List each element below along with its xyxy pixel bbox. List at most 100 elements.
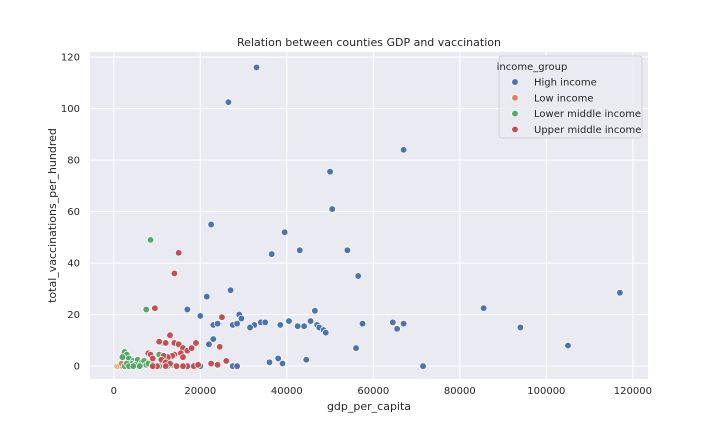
data-point: [354, 272, 362, 280]
data-point: [149, 362, 157, 370]
legend-label: Low income: [534, 93, 594, 104]
data-point: [175, 249, 183, 257]
x-tick-label: 80000: [444, 386, 476, 397]
data-point: [358, 319, 367, 328]
data-point: [322, 329, 330, 337]
data-point: [274, 354, 282, 363]
data-point: [479, 304, 488, 312]
data-point: [419, 362, 427, 370]
data-point: [170, 269, 178, 278]
data-point: [389, 318, 397, 327]
data-point: [172, 362, 181, 370]
data-point: [194, 361, 202, 369]
x-tick-label: 40000: [271, 386, 303, 397]
y-tick-label: 120: [61, 53, 80, 64]
data-point: [246, 323, 254, 332]
series-upper-middle-income: [144, 249, 230, 370]
data-point: [616, 289, 624, 297]
data-point: [209, 335, 217, 343]
data-point: [237, 314, 246, 323]
data-point: [166, 331, 174, 339]
data-point: [118, 353, 127, 361]
legend-title: income_group: [497, 62, 568, 73]
data-point: [516, 323, 525, 332]
x-axis-label: gdp_per_capita: [327, 400, 411, 413]
legend-label: Lower middle income: [534, 109, 641, 120]
y-tick-label: 0: [74, 362, 80, 373]
data-point: [188, 344, 196, 352]
legend-items: High income Low income Lower middle income…: [511, 78, 641, 136]
legend-label: Upper middle income: [534, 125, 641, 136]
x-tick-label: 100000: [527, 386, 565, 397]
data-point: [146, 236, 155, 244]
legend-marker: [511, 94, 519, 102]
data-point: [162, 362, 170, 370]
data-point: [162, 339, 170, 347]
data-point: [155, 338, 163, 346]
data-point: [296, 246, 304, 254]
y-tick-label: 20: [67, 310, 80, 321]
data-point: [207, 359, 215, 368]
legend-box: [498, 55, 643, 139]
data-point: [261, 318, 269, 327]
legend: income_group High income Low income Lower …: [497, 55, 643, 139]
data-point: [276, 321, 284, 329]
data-point: [196, 312, 204, 320]
data-point: [216, 343, 224, 351]
data-point: [142, 305, 150, 314]
x-tick-label: 0: [111, 386, 117, 397]
series-high-income: [183, 63, 624, 370]
y-tick-label: 80: [67, 156, 80, 167]
data-point: [203, 292, 211, 301]
data-point: [252, 63, 261, 72]
data-point: [265, 358, 274, 366]
data-point: [268, 250, 276, 258]
data-point: [293, 322, 302, 330]
data-point: [136, 362, 144, 370]
legend-label: High income: [534, 78, 597, 89]
data-point: [285, 317, 293, 325]
data-point: [183, 305, 191, 314]
data-point: [564, 341, 572, 350]
data-point: [278, 359, 287, 368]
y-tick-labels: 0 20 40 60 80 100 120: [61, 53, 80, 373]
x-tick-labels: 0 20000 40000 60000 80000 100000 120000: [111, 386, 652, 397]
data-point: [129, 362, 137, 370]
data-point: [306, 317, 315, 325]
data-point: [151, 304, 159, 312]
data-point: [213, 361, 222, 369]
legend-marker: [511, 109, 519, 118]
data-point: [179, 353, 187, 361]
data-point: [192, 339, 200, 347]
data-point: [226, 286, 235, 294]
data-point: [300, 322, 308, 330]
x-tick-label: 20000: [184, 386, 216, 397]
data-point: [149, 354, 157, 363]
data-point: [399, 319, 408, 328]
data-point: [205, 340, 213, 348]
legend-marker: [511, 125, 519, 134]
data-point: [343, 246, 352, 254]
data-point: [224, 98, 233, 106]
y-axis-label: total_vaccinations_per_hundred: [46, 128, 59, 303]
x-tick-label: 60000: [357, 386, 389, 397]
data-point: [399, 146, 408, 154]
x-tick-label: 120000: [614, 386, 652, 397]
y-tick-label: 100: [61, 104, 80, 115]
data-point: [302, 356, 310, 364]
data-point: [281, 228, 289, 236]
y-tick-label: 60: [67, 207, 80, 218]
data-point: [218, 313, 226, 321]
data-point: [393, 325, 401, 333]
data-point: [207, 220, 215, 229]
y-tick-label: 40: [67, 259, 80, 270]
data-point: [326, 168, 334, 176]
data-point: [352, 344, 360, 352]
data-point: [233, 362, 241, 370]
data-point: [328, 205, 336, 213]
legend-marker: [511, 78, 519, 86]
data-point: [213, 319, 222, 328]
data-point: [311, 307, 319, 315]
